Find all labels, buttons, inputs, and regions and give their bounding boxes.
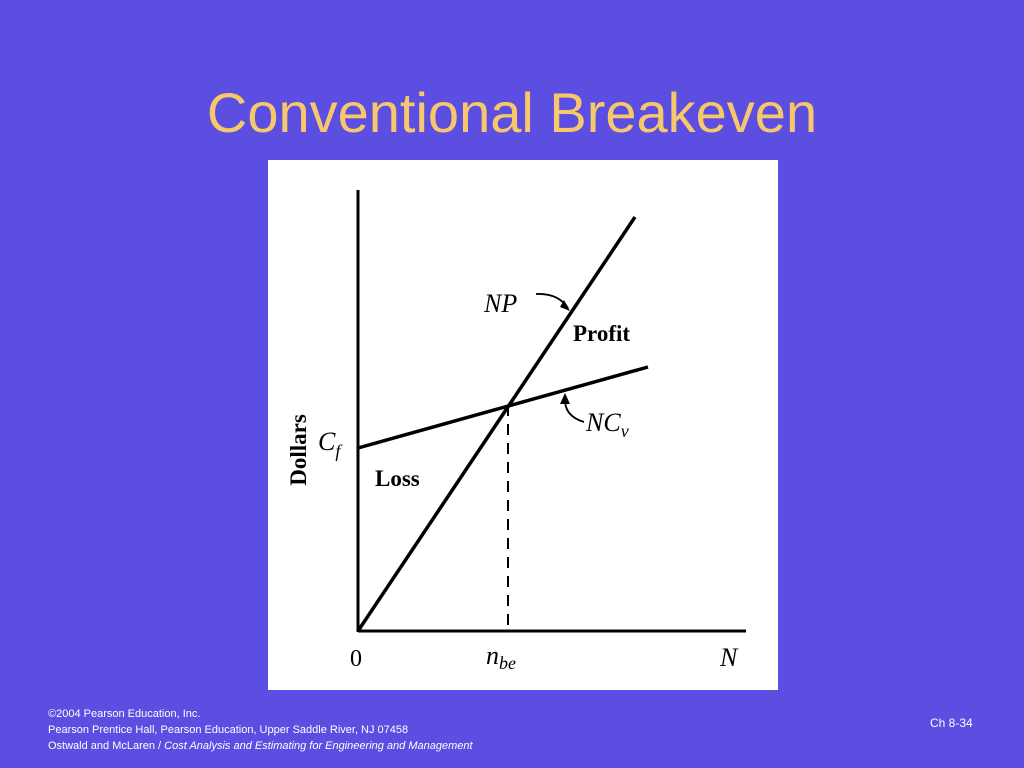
fixed-cost-label-sub: f [335,441,343,461]
cost-line-label-sub: v [621,421,629,441]
np-pointer-arrowhead [560,300,570,311]
authors-prefix: Ostwald and McLaren / [48,740,165,752]
loss-label: Loss [375,466,420,491]
slide-title: Conventional Breakeven [206,81,818,144]
slide-number: Ch 8-34 [930,716,973,730]
y-axis-label: Dollars [286,414,311,486]
breakeven-label: nbe [486,641,516,673]
x-axis-end-label: N [719,643,739,672]
cost-line [357,365,649,450]
copyright-symbol: © [48,708,57,720]
breakeven-label-main: n [486,641,499,670]
breakeven-label-sub: be [499,653,516,673]
fixed-cost-label: Cf [318,427,343,461]
breakeven-diagram: Dollars Cf NP Profit NCv Loss 0 nbe N [268,160,778,690]
footer: ©2004 Pearson Education, Inc. Pearson Pr… [48,706,473,754]
footer-copyright: ©2004 Pearson Education, Inc. [48,706,473,722]
breakeven-diagram-svg: Dollars Cf NP Profit NCv Loss 0 nbe N [286,190,746,673]
book-title: Cost Analysis and Estimating for Enginee… [164,740,473,752]
copyright-text: 2004 Pearson Education, Inc. [56,708,201,720]
fixed-cost-label-main: C [318,427,336,456]
revenue-line-label: NP [483,289,517,318]
ncv-pointer-arrowhead [560,393,570,404]
cost-line-label: NCv [585,408,629,441]
footer-publisher: Pearson Prentice Hall, Pearson Education… [48,724,409,736]
footer-citation: Ostwald and McLaren / Cost Analysis and … [48,738,473,754]
cost-line-label-main: NC [585,408,621,437]
origin-label: 0 [350,646,362,672]
revenue-line [356,216,637,632]
profit-label: Profit [573,321,630,346]
